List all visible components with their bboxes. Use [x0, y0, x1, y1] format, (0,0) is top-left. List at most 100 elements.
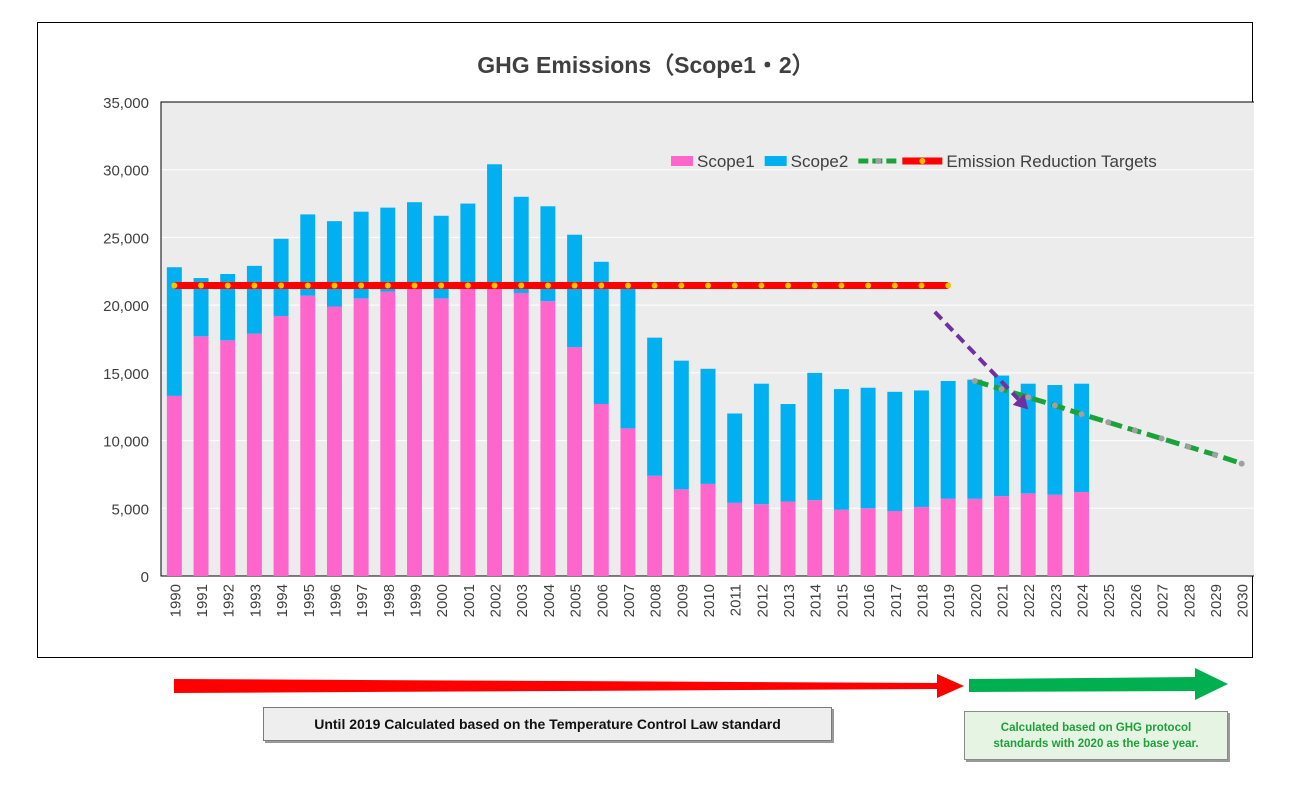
- bar-scope2: [727, 413, 743, 503]
- bar-scope2: [807, 372, 823, 501]
- target-marker: [891, 282, 898, 289]
- bar-scope1: [220, 340, 236, 576]
- bar-scope1: [273, 315, 289, 576]
- red-period-arrow: [174, 674, 964, 698]
- bar-scope1: [940, 498, 956, 576]
- green-trend-line: [974, 378, 1243, 466]
- x-tick-label: 1991: [194, 584, 211, 617]
- trend-marker: [1051, 402, 1058, 409]
- x-tick-label: 2029: [1208, 584, 1225, 617]
- target-marker: [651, 282, 658, 289]
- bar-scope1: [647, 475, 663, 576]
- bar-scope1: [700, 483, 716, 576]
- bar-scope1: [407, 288, 422, 576]
- legend-label: Scope2: [791, 152, 849, 171]
- trend-marker: [1131, 427, 1138, 434]
- bar-scope1: [433, 298, 449, 576]
- x-tick-label: 2007: [621, 584, 638, 617]
- bar-scope1: [780, 501, 796, 576]
- chart-frame: GHG Emissions（Scope1・2） 0 5,000 10,000 15,00…: [37, 22, 1254, 658]
- target-marker: [491, 282, 498, 289]
- bar-scope2: [967, 379, 983, 499]
- x-tick-label: 1998: [381, 584, 398, 617]
- y-tick-label: 20,000: [103, 298, 149, 315]
- x-tick-label: 1993: [247, 584, 264, 617]
- bar-scope2: [166, 267, 182, 396]
- y-tick-label: 30,000: [103, 163, 149, 180]
- bar-scope2: [860, 387, 876, 509]
- bar-scope2: [407, 202, 422, 289]
- trend-marker: [971, 377, 978, 384]
- target-marker: [811, 282, 818, 289]
- bar-scope2: [780, 404, 796, 502]
- bar-scope1: [193, 336, 209, 576]
- annotation-arrow-shaft: [933, 310, 1020, 401]
- bar-scope1: [513, 292, 529, 576]
- bar-scope1: [1074, 492, 1090, 576]
- bar-scope2: [460, 203, 476, 289]
- target-marker: [171, 282, 178, 289]
- target-marker: [278, 282, 285, 289]
- y-tick-label: 35,000: [103, 95, 149, 112]
- trend-marker: [1238, 460, 1245, 467]
- bar-scope1: [353, 298, 369, 576]
- bar-scope2: [887, 391, 903, 511]
- x-tick-label: 2002: [488, 584, 505, 617]
- target-marker: [438, 282, 445, 289]
- target-marker: [251, 282, 258, 289]
- x-tick-label: 2014: [808, 584, 825, 617]
- bar-scope2: [513, 196, 529, 293]
- y-tick-label: 0: [141, 569, 149, 586]
- bar-scope1: [833, 509, 849, 576]
- trend-marker: [1105, 419, 1112, 426]
- target-marker: [464, 282, 471, 289]
- x-tick-label: 2000: [434, 584, 451, 617]
- x-tick-label: 1996: [327, 584, 344, 617]
- bar-scope2: [1020, 383, 1036, 494]
- x-tick-label: 2015: [834, 584, 851, 617]
- x-tick-label: 2009: [674, 584, 691, 617]
- trend-marker: [1078, 411, 1085, 418]
- x-tick-label: 2008: [648, 584, 665, 617]
- legend-label: Emission Reduction Targets: [946, 152, 1156, 171]
- x-tick-label: 2004: [541, 584, 558, 617]
- y-tick-label: 25,000: [103, 230, 149, 247]
- bar-scope1: [540, 301, 556, 576]
- target-marker: [945, 282, 952, 289]
- legend-swatch: [764, 156, 787, 166]
- bar-scope2: [193, 278, 209, 337]
- bar-scope2: [940, 380, 956, 499]
- note-ghg-protocol: Calculated based on GHG protocol standar…: [964, 711, 1228, 760]
- bar-scope2: [647, 337, 663, 476]
- legend-marker: [919, 158, 926, 164]
- x-tick-label: 2026: [1128, 584, 1145, 617]
- target-marker: [598, 282, 605, 289]
- bar-scope1: [460, 288, 476, 576]
- target-marker: [544, 282, 551, 289]
- trend-marker: [1158, 435, 1165, 442]
- x-tick-label: 2027: [1155, 584, 1172, 617]
- target-marker: [918, 282, 925, 289]
- bar-scope2: [380, 207, 396, 292]
- x-tick-label: 2028: [1181, 584, 1198, 617]
- target-marker: [304, 282, 311, 289]
- bar-scope2: [540, 206, 556, 302]
- x-tick-label: 2013: [781, 584, 798, 617]
- bar-scope2: [994, 375, 1009, 497]
- bar-scope1: [1047, 494, 1063, 576]
- target-marker: [731, 282, 738, 289]
- bar-scope2: [700, 368, 716, 484]
- bar-scope2: [833, 389, 849, 510]
- trend-marker: [1025, 394, 1032, 401]
- x-tick-label: 1990: [167, 584, 184, 617]
- target-marker: [411, 282, 418, 289]
- x-tick-label: 2021: [995, 584, 1012, 617]
- bar-scope2: [1047, 385, 1063, 495]
- bar-scope1: [380, 291, 396, 576]
- x-tick-label: 1999: [407, 584, 424, 617]
- x-tick-label: 2024: [1075, 584, 1092, 617]
- bar-scope1: [326, 306, 342, 576]
- target-marker: [678, 282, 685, 289]
- note-temperature-control-law: Until 2019 Calculated based on the Tempe…: [263, 707, 832, 741]
